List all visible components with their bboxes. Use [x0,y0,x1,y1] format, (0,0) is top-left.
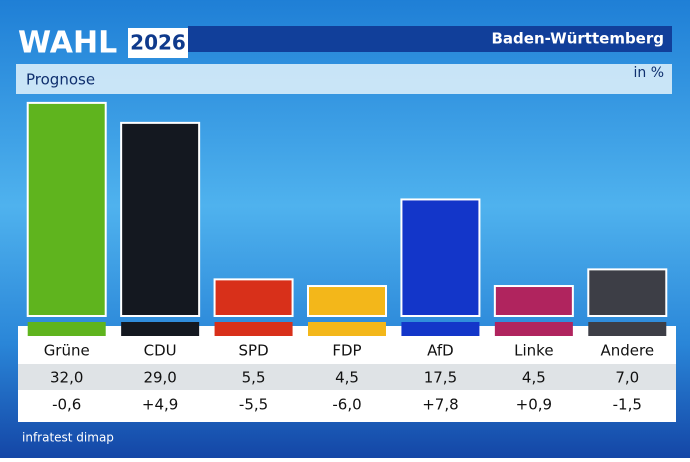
value-label: 7,0 [615,369,639,387]
category-label: Grüne [44,342,90,360]
change-label: +4,9 [142,396,178,414]
bar [400,198,481,317]
color-strip [588,322,667,336]
category-label: CDU [144,342,177,360]
year: 2026 [130,31,186,55]
change-label: -0,6 [52,396,81,414]
color-strip [494,322,573,336]
source: infratest dimap [22,431,114,445]
bar [587,268,668,318]
change-label: +0,9 [516,396,552,414]
color-strip [121,322,200,336]
value-label: 17,5 [424,369,457,387]
year-box [128,28,188,58]
color-strip [27,322,106,336]
change-label: -1,5 [613,396,642,414]
bar [213,278,294,317]
region-bar [188,26,672,52]
bar [26,101,107,317]
category-label: FDP [332,342,361,360]
color-strip [214,322,293,336]
change-label: -6,0 [332,396,361,414]
chart-title: Prognose [26,71,95,89]
color-strip [401,322,480,336]
category-label: Andere [600,342,654,360]
unit: in % [633,65,664,81]
bar [493,285,574,317]
value-label: 29,0 [143,369,176,387]
brand: WAHL [18,26,117,61]
title-bar [16,64,672,94]
bar [120,121,201,317]
category-label: SPD [239,342,269,360]
change-label: +7,8 [422,396,458,414]
change-label: -5,5 [239,396,268,414]
value-label: 32,0 [50,369,83,387]
value-label: 5,5 [242,369,266,387]
color-strip [308,322,386,336]
bar [307,285,387,317]
category-label: Linke [514,342,553,360]
value-label: 4,5 [522,369,546,387]
value-row [18,364,676,390]
region: Baden-Württemberg [491,30,664,48]
value-label: 4,5 [335,369,359,387]
category-label: AfD [427,342,454,360]
